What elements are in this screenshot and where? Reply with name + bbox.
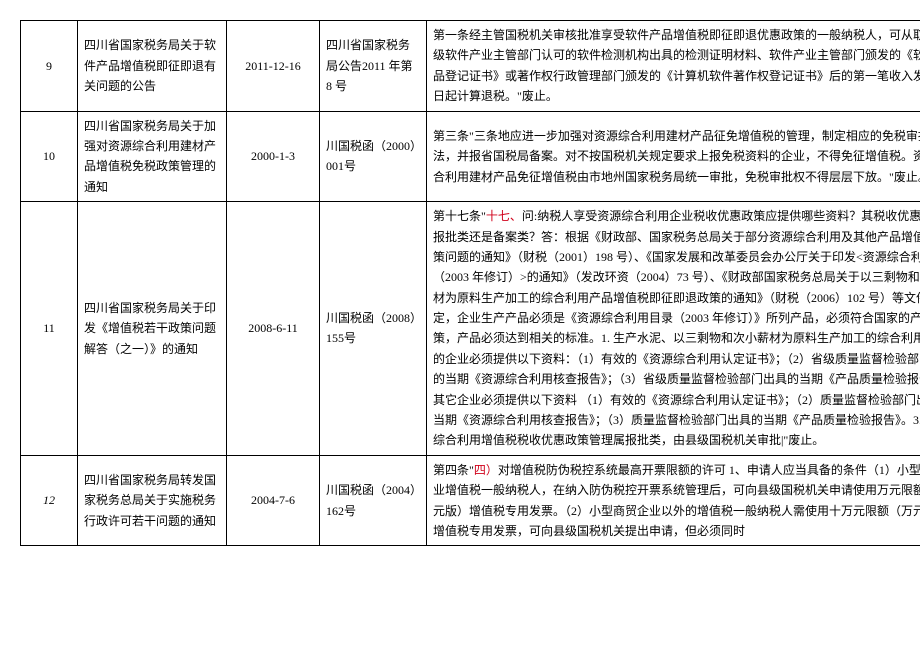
desc-highlight: 十七、 xyxy=(486,209,522,223)
table-row: 11 四川省国家税务局关于印发《增值税若干政策问题解答（之一）》的通知 2008… xyxy=(21,202,920,456)
cell-num: 10 xyxy=(21,111,78,202)
cell-date: 2011-12-16 xyxy=(227,21,320,112)
cell-desc: 第三条"三条地应进一步加强对资源综合利用建材产品征免增值税的管理，制定相应的免税… xyxy=(427,111,920,202)
desc-body: 对增值税防伪税控系统最高开票限额的许可 1、申请人应当具备的条件（1）小型商贸企… xyxy=(433,463,920,538)
table-row: 9 四川省国家税务局关于软件产品增值税即征即退有关问题的公告 2011-12-1… xyxy=(21,21,920,112)
cell-title: 四川省国家税务局关于软件产品增值税即征即退有关问题的公告 xyxy=(78,21,227,112)
cell-desc: 第一条经主管国税机关审核批准享受软件产品增值税即征即退优惠政策的一般纳税人，可从… xyxy=(427,21,920,112)
cell-title: 四川省国家税务局转发国家税务总局关于实施税务行政许可若干问题的通知 xyxy=(78,455,227,546)
cell-title: 四川省国家税务局关于加强对资源综合利用建材产品增值税免税政策管理的通知 xyxy=(78,111,227,202)
cell-date: 2008-6-11 xyxy=(227,202,320,456)
cell-num: 11 xyxy=(21,202,78,456)
cell-date: 2000-1-3 xyxy=(227,111,320,202)
policy-table: 9 四川省国家税务局关于软件产品增值税即征即退有关问题的公告 2011-12-1… xyxy=(20,20,920,546)
cell-date: 2004-7-6 xyxy=(227,455,320,546)
desc-prefix: 第十七条" xyxy=(433,209,486,223)
table-row: 12 四川省国家税务局转发国家税务总局关于实施税务行政许可若干问题的通知 200… xyxy=(21,455,920,546)
desc-body: 问:纳税人享受资源综合利用企业税收优惠政策应提供哪些资料？其税收优惠政策属报批类… xyxy=(433,209,920,447)
cell-title: 四川省国家税务局关于印发《增值税若干政策问题解答（之一）》的通知 xyxy=(78,202,227,456)
desc-prefix: 第四条" xyxy=(433,463,474,477)
cell-num: 9 xyxy=(21,21,78,112)
cell-desc: 第四条"四）对增值税防伪税控系统最高开票限额的许可 1、申请人应当具备的条件（1… xyxy=(427,455,920,546)
cell-desc: 第十七条"十七、问:纳税人享受资源综合利用企业税收优惠政策应提供哪些资料？其税收… xyxy=(427,202,920,456)
desc-highlight: 四） xyxy=(474,463,498,477)
cell-doc: 川国税函（2004）162号 xyxy=(320,455,427,546)
cell-doc: 四川省国家税务局公告2011 年第 8 号 xyxy=(320,21,427,112)
table-row: 10 四川省国家税务局关于加强对资源综合利用建材产品增值税免税政策管理的通知 2… xyxy=(21,111,920,202)
cell-doc: 川国税函（2000）001号 xyxy=(320,111,427,202)
cell-num: 12 xyxy=(21,455,78,546)
cell-doc: 川国税函（2008）155号 xyxy=(320,202,427,456)
